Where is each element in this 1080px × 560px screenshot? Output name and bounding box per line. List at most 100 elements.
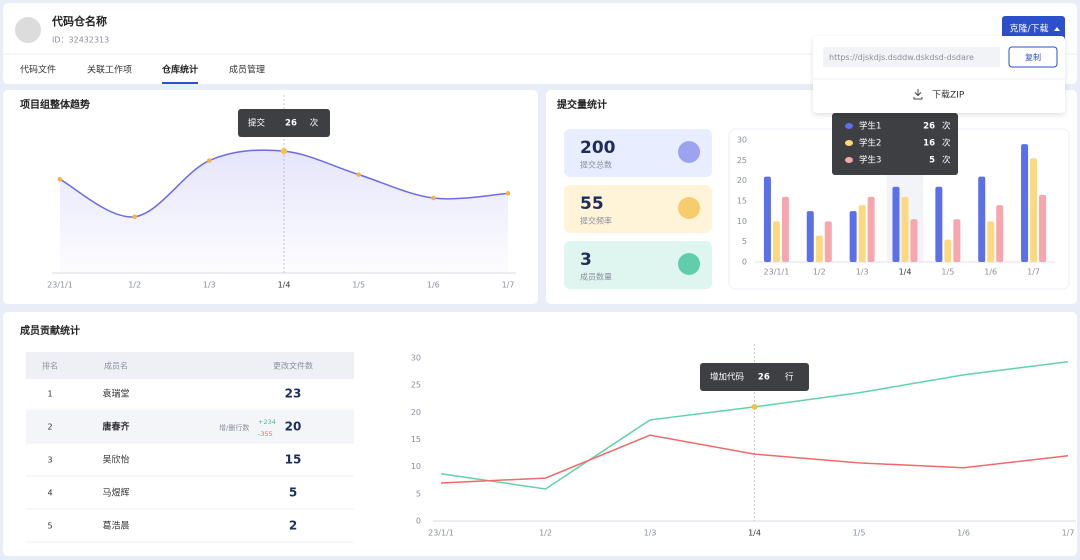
point <box>57 176 63 182</box>
file-count: 15 <box>285 453 302 467</box>
contribution-chart: 0 5 10 15 20 25 30 23/1/1 1/2 1/3 1/4 1/5 1/6 1/7 增加代码… <box>411 344 1076 538</box>
tab-underline <box>162 82 198 84</box>
bar <box>815 235 823 262</box>
x-tick-label: 1/3 <box>203 281 216 290</box>
y-tick-label: 10 <box>411 462 421 471</box>
x-tick-label: 1/6 <box>957 529 970 538</box>
file-count: 2 <box>289 519 297 533</box>
y-tick-label: 20 <box>411 408 421 417</box>
member-name: 马煜辉 <box>102 487 129 499</box>
url-input[interactable] <box>823 47 1000 67</box>
x-tick-label: 1/7 <box>502 281 515 290</box>
detail-label: 增/删行数 <box>219 423 249 432</box>
x-tick-label: 1/5 <box>853 529 866 538</box>
bar <box>849 211 857 262</box>
x-tick-label: 1/2 <box>539 529 552 538</box>
bar <box>953 219 961 262</box>
legend-swatch <box>845 157 853 163</box>
tab[interactable]: 成员管理 <box>229 64 265 76</box>
active-point <box>280 147 288 155</box>
tooltip-unit: 次 <box>942 155 951 166</box>
panel-title: 项目组整体趋势 <box>20 98 90 111</box>
file-count: 5 <box>289 486 297 500</box>
tab[interactable]: 关联工作项 <box>87 64 132 76</box>
copy-button[interactable] <box>1008 46 1058 68</box>
tooltip-value: 16 <box>923 139 935 149</box>
bar <box>978 176 986 262</box>
table-header-cell: 更改文件数 <box>273 361 313 371</box>
x-tick-label: 1/6 <box>984 268 997 277</box>
stat-value: 55 <box>580 194 604 214</box>
legend-label: 学生2 <box>859 138 881 149</box>
lines-added: +234 <box>258 418 276 426</box>
bar <box>763 176 771 262</box>
clone-button-label[interactable]: 克隆/下载 <box>1009 23 1048 35</box>
y-tick-label: 10 <box>737 217 747 226</box>
x-tick-label: 23/1/1 <box>428 529 454 538</box>
area <box>60 150 508 273</box>
bar <box>858 205 866 262</box>
x-tick-label: 1/6 <box>427 281 440 290</box>
y-tick-label: 15 <box>737 197 747 206</box>
file-count: 23 <box>285 387 302 401</box>
clone-button[interactable] <box>1002 16 1065 42</box>
table-header-cell: 成员名 <box>104 361 128 371</box>
member-name: 葛浩晨 <box>102 520 129 532</box>
tab[interactable]: 代码文件 <box>20 64 56 76</box>
member-table: 排名 成员名 更改文件数 1 袁瑞堂 23 2 唐春齐 20 增/删行数 +234 -355 3 吴欣怡 1… <box>26 352 354 543</box>
panel-title: 成员贡献统计 <box>20 324 80 337</box>
rank: 5 <box>47 522 52 531</box>
bar <box>824 221 832 262</box>
point <box>356 172 361 177</box>
stat-card <box>564 241 712 289</box>
bar <box>772 221 780 262</box>
legend-swatch <box>845 140 853 146</box>
trend-chart: 23/1/1 1/2 1/3 1/4 1/5 1/6 1/7 提交 26 次 <box>47 95 516 290</box>
bar <box>1030 158 1038 262</box>
tab[interactable]: 仓库统计 <box>161 64 198 76</box>
bar <box>944 239 952 262</box>
y-tick-label: 25 <box>737 156 747 165</box>
x-tick-label: 1/5 <box>352 281 365 290</box>
row-highlight <box>26 411 354 443</box>
x-tick-label: 1/4 <box>899 268 912 277</box>
repo-id: ID：32432313 <box>52 36 109 45</box>
caret <box>1054 27 1060 31</box>
bar <box>910 219 918 262</box>
x-tick-label: 1/3 <box>644 529 657 538</box>
file-count: 20 <box>285 420 302 434</box>
tooltip-label: 提交 <box>248 118 266 129</box>
tooltip-unit: 次 <box>942 121 951 132</box>
line <box>440 434 1069 484</box>
stat-card <box>564 185 712 233</box>
rank: 3 <box>47 456 52 465</box>
copy-label[interactable]: 复制 <box>1025 52 1041 62</box>
member-name: 吴欣怡 <box>102 454 129 466</box>
tooltip <box>700 363 809 391</box>
stat-card <box>564 129 712 177</box>
rank: 1 <box>47 390 52 399</box>
x-tick-label: 23/1/1 <box>47 281 73 290</box>
x-tick-label: 1/2 <box>813 268 826 277</box>
stat-label: 成员数量 <box>580 272 612 282</box>
download-icon <box>913 89 923 100</box>
bar <box>867 196 875 262</box>
x-tick-label: 1/4 <box>278 281 291 290</box>
y-tick-label: 15 <box>411 435 421 444</box>
header-card <box>3 3 1077 84</box>
download-zip[interactable]: 下载ZIP <box>932 89 965 101</box>
stat-cards: 200 提交总数 55 提交频率 3 成员数量 <box>564 129 712 289</box>
y-tick-label: 25 <box>411 381 421 390</box>
tooltip-unit: 次 <box>942 138 951 149</box>
bar <box>901 196 909 262</box>
stat-icon <box>678 253 700 275</box>
bar <box>781 196 789 262</box>
legend-swatch <box>845 123 853 129</box>
bar <box>996 205 1004 262</box>
lines-removed: -355 <box>258 430 273 438</box>
tabs: 代码文件 关联工作项 仓库统计 成员管理 <box>20 64 265 84</box>
rank: 2 <box>47 423 52 432</box>
stat-icon <box>678 197 700 219</box>
point <box>505 191 511 196</box>
